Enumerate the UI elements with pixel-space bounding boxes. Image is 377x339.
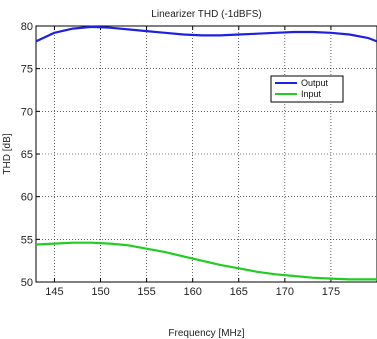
x-tick-label: 150 [91,286,109,298]
x-tick-label: 165 [230,286,248,298]
y-tick-label: 50 [21,277,33,289]
x-tick-label: 155 [137,286,155,298]
grid [36,26,377,282]
y-tick-label: 70 [21,106,33,118]
y-tick-label: 75 [21,64,33,76]
y-tick-label: 65 [21,149,33,161]
legend-output-label: Output [301,78,329,88]
y-axis-title: THD [dB] [2,133,13,174]
legend-input-label: Input [301,89,322,99]
x-tick-label: 160 [183,286,201,298]
chart-title: Linearizer THD (-1dBFS) [151,9,261,20]
y-tick-label: 80 [21,21,33,33]
legend-box [270,75,344,103]
series-lines [35,25,377,281]
axis-ticks: 145 150 155 160 165 170 175 50 55 60 65 70 75 80 [21,21,340,298]
x-tick-label: 145 [45,286,63,298]
series-line-output [35,25,377,43]
y-tick-label: 60 [21,192,33,204]
x-axis-title: Frequency [MHz] [168,328,244,339]
legend: Output Input [270,75,344,103]
x-tick-label: 170 [276,286,294,298]
x-tick-label: 175 [322,286,340,298]
series-line-input [35,241,377,281]
y-tick-label: 55 [21,234,33,246]
